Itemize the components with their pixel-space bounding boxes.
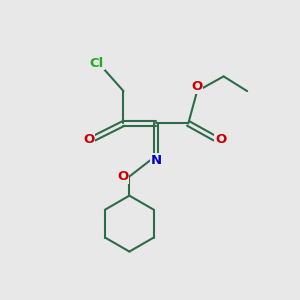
Text: Cl: Cl <box>90 57 104 70</box>
Text: N: N <box>151 154 162 167</box>
Text: O: O <box>117 170 128 183</box>
Text: O: O <box>83 133 94 146</box>
Text: O: O <box>191 80 203 93</box>
Text: O: O <box>215 133 226 146</box>
